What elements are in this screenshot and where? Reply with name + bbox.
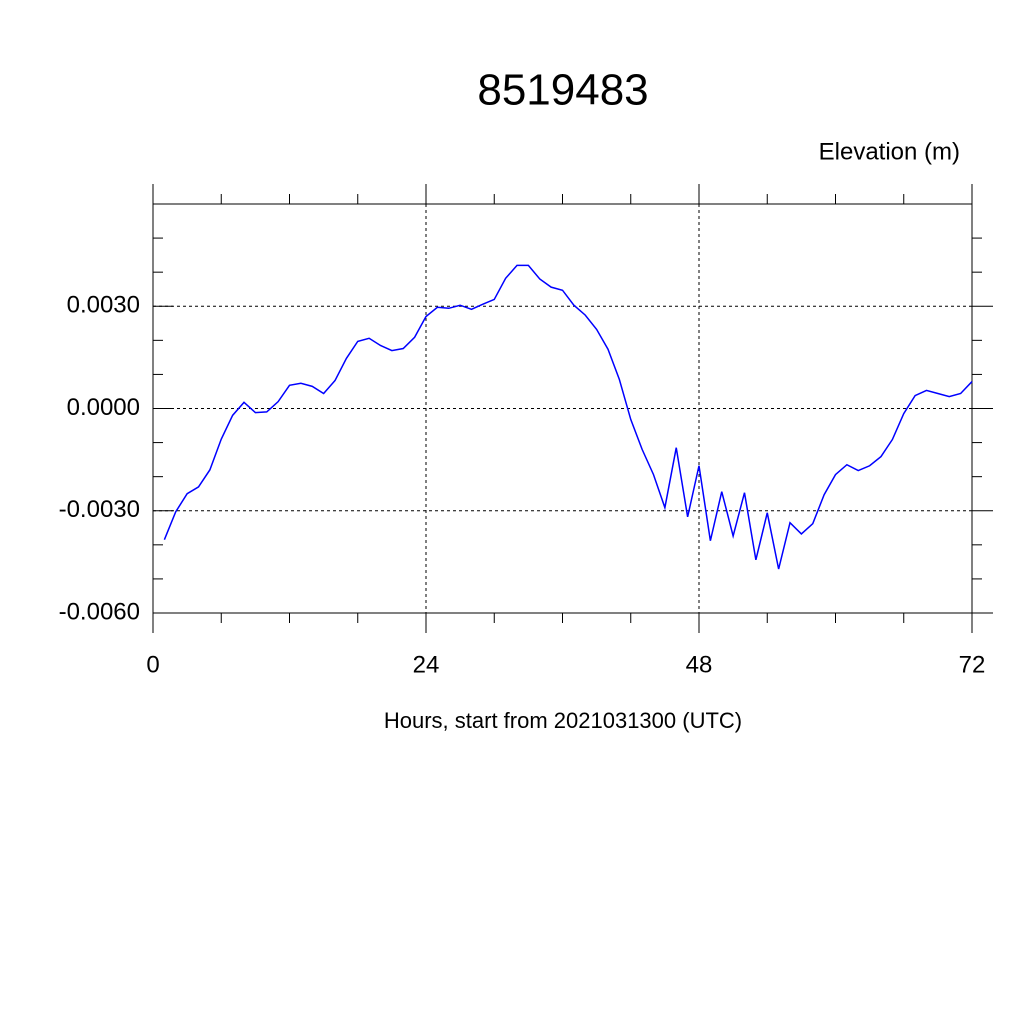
y-tick-label: -0.0060 (59, 598, 140, 625)
x-axis-label: Hours, start from 2021031300 (UTC) (384, 708, 742, 733)
y-tick-label: -0.0030 (59, 496, 140, 523)
x-tick-label: 48 (686, 651, 713, 678)
x-tick-label: 72 (959, 651, 986, 678)
x-tick-label: 24 (413, 651, 440, 678)
x-tick-label: 0 (146, 651, 159, 678)
y-tick-label: 0.0000 (67, 394, 140, 421)
y-axis-label: Elevation (m) (819, 138, 960, 165)
data-line (163, 264, 973, 570)
chart-title: 8519483 (477, 66, 648, 115)
y-tick-label: 0.0030 (67, 292, 140, 319)
